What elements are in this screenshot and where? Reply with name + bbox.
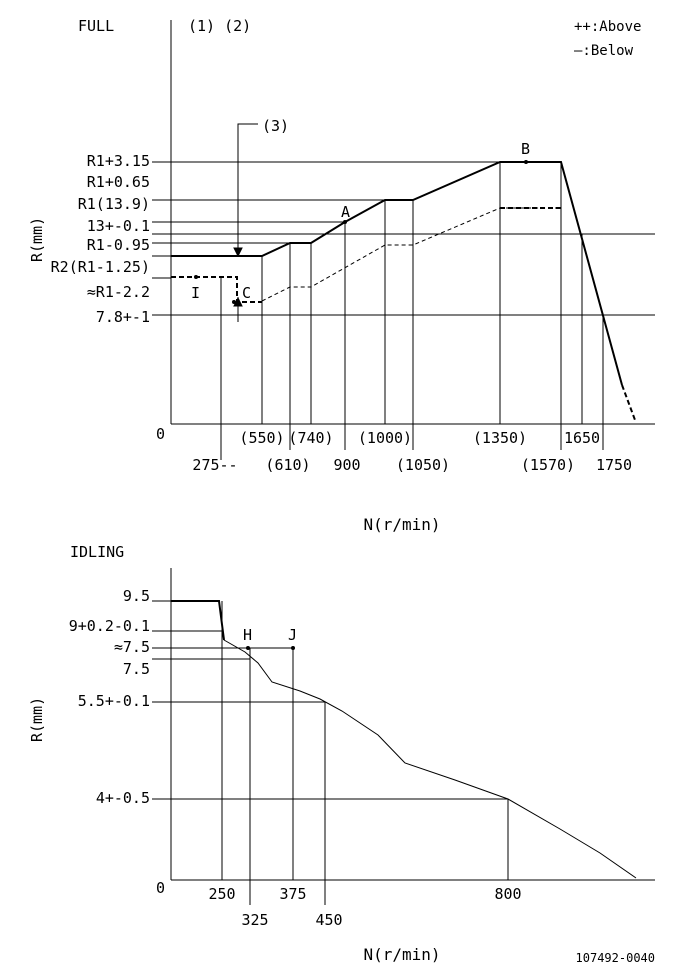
y-label-9: 9+0.2-0.1 xyxy=(69,617,150,635)
point-i-label: I xyxy=(191,284,200,302)
point-h-marker xyxy=(246,646,250,650)
idling-y-axis-label: R(mm) xyxy=(28,697,46,742)
point-a-label: A xyxy=(341,203,350,221)
point-c-label: C xyxy=(242,284,251,302)
point-i-marker xyxy=(194,275,198,279)
full-title: FULL xyxy=(78,17,114,35)
x-label-450: 450 xyxy=(315,911,342,929)
point-j-label: J xyxy=(288,626,297,644)
y-label-r1-minus-2-2: ≈R1-2.2 xyxy=(87,283,150,301)
y-label-approx-7-5: ≈7.5 xyxy=(114,638,150,656)
idling-x-tick-labels: 250 375 800 325 450 xyxy=(208,885,521,929)
full-origin-label: 0 xyxy=(156,425,165,443)
x-label-740: (740) xyxy=(288,429,333,447)
callout-3-label: (3) xyxy=(262,117,289,135)
full-y-axis-label: R(mm) xyxy=(28,217,46,262)
legend-above: ++:Above xyxy=(574,19,641,35)
x-label-800: 800 xyxy=(494,885,521,903)
full-vertical-lines xyxy=(220,162,604,460)
full-x-tick-labels: (550) (740) (1000) (1350) 1650 275-- (61… xyxy=(192,429,632,474)
y-label-5-5: 5.5+-0.1 xyxy=(78,692,150,710)
y-label-13: 13+-0.1 xyxy=(87,217,150,235)
idling-vertical-lines xyxy=(221,601,509,905)
idling-curve xyxy=(223,639,637,879)
y-label-r1-plus-3-15: R1+3.15 xyxy=(87,152,150,170)
x-label-1570: (1570) xyxy=(521,456,575,474)
y-label-r1-minus-0-95: R1-0.95 xyxy=(87,236,150,254)
x-label-1650: 1650 xyxy=(564,429,600,447)
y-label-r1: R1(13.9) xyxy=(78,195,150,213)
y-label-9-5: 9.5 xyxy=(123,587,150,605)
full-chart: FULL (1) (2) ++:Above —:Below xyxy=(28,17,655,534)
idling-plateau-curve xyxy=(171,600,225,641)
y-label-r1-plus-0-65: R1+0.65 xyxy=(87,173,150,191)
x-label-375: 375 xyxy=(279,885,306,903)
point-a-marker xyxy=(343,220,347,224)
x-label-550: (550) xyxy=(239,429,284,447)
callout-3-arrow xyxy=(233,123,258,322)
x-label-275: 275-- xyxy=(192,456,237,474)
x-label-250: 250 xyxy=(208,885,235,903)
x-label-900: 900 xyxy=(333,456,360,474)
point-b-marker xyxy=(524,160,528,164)
drawing-number: 107492-0040 xyxy=(576,951,655,965)
full-x-axis-label: N(r/min) xyxy=(363,515,440,534)
idling-y-tick-labels: 9.5 9+0.2-0.1 ≈7.5 7.5 5.5+-0.1 4+-0.5 xyxy=(69,587,150,807)
idling-chart: IDLING H J 9.5 9+0.2-0.1 ≈7.5 xyxy=(28,543,655,964)
x-label-1350: (1350) xyxy=(473,429,527,447)
y-label-r2: R2(R1-1.25) xyxy=(51,258,150,276)
full-notes: (1) (2) xyxy=(188,17,251,35)
idling-origin-label: 0 xyxy=(156,879,165,897)
point-j-marker xyxy=(291,646,295,650)
idling-reference-lines xyxy=(152,600,508,800)
idling-x-axis-label: N(r/min) xyxy=(363,945,440,964)
point-c-marker xyxy=(232,300,236,304)
y-label-7-5: 7.5 xyxy=(123,660,150,678)
x-label-325: 325 xyxy=(241,911,268,929)
x-label-1050: (1050) xyxy=(396,456,450,474)
x-label-610: (610) xyxy=(265,456,310,474)
idling-title: IDLING xyxy=(70,543,124,561)
point-b-label: B xyxy=(521,140,530,158)
full-lower-dashed-segments xyxy=(171,207,636,421)
y-label-7-8: 7.8+-1 xyxy=(96,308,150,326)
x-label-1000: (1000) xyxy=(358,429,412,447)
legend-below: —:Below xyxy=(574,43,634,59)
point-h-label: H xyxy=(243,626,252,644)
full-reference-lines xyxy=(152,161,655,316)
x-label-1750: 1750 xyxy=(596,456,632,474)
full-y-tick-labels: R1+3.15 R1+0.65 R1(13.9) 13+-0.1 R1-0.95… xyxy=(51,152,150,326)
y-label-4: 4+-0.5 xyxy=(96,789,150,807)
full-upper-curve xyxy=(171,161,623,386)
